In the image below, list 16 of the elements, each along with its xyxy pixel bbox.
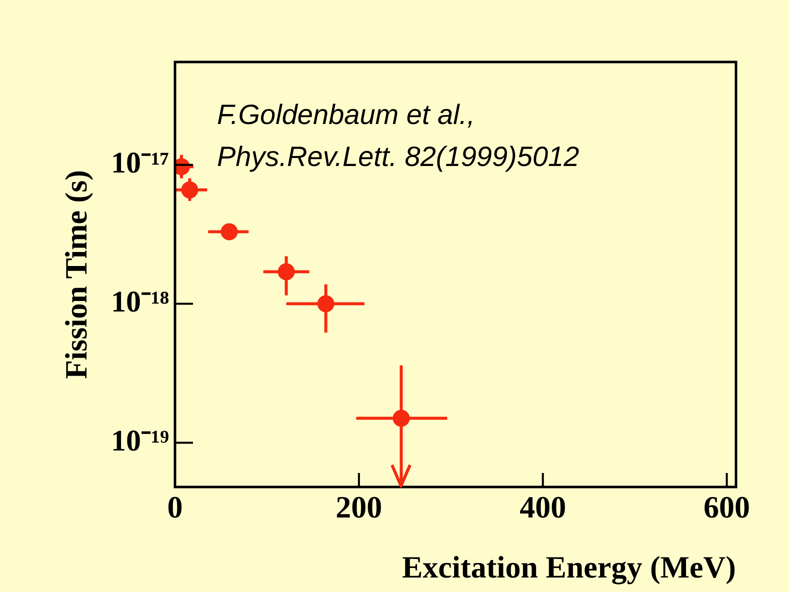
y-tick-label: 10⁻¹⁸: [111, 286, 169, 319]
x-tick-label: 400: [520, 490, 566, 525]
point: [317, 295, 334, 312]
y-tick-label: 10⁻¹⁷: [111, 146, 169, 180]
x-tick-label: 0: [167, 490, 183, 525]
annotation: F.Goldenbaum et al.,: [217, 99, 475, 130]
annotation: Phys.Rev.Lett. 82(1999)5012: [217, 141, 580, 172]
point: [181, 181, 198, 198]
x-axis-title: Excitation Energy (MeV): [402, 549, 736, 584]
y-tick-label: 10⁻¹⁹: [111, 424, 169, 458]
point: [220, 223, 238, 240]
x-tick-label: 600: [704, 490, 750, 525]
y-axis-title: Fission Time (s): [58, 170, 94, 379]
point: [392, 410, 410, 427]
point: [278, 263, 295, 280]
x-tick-label: 200: [336, 490, 382, 525]
